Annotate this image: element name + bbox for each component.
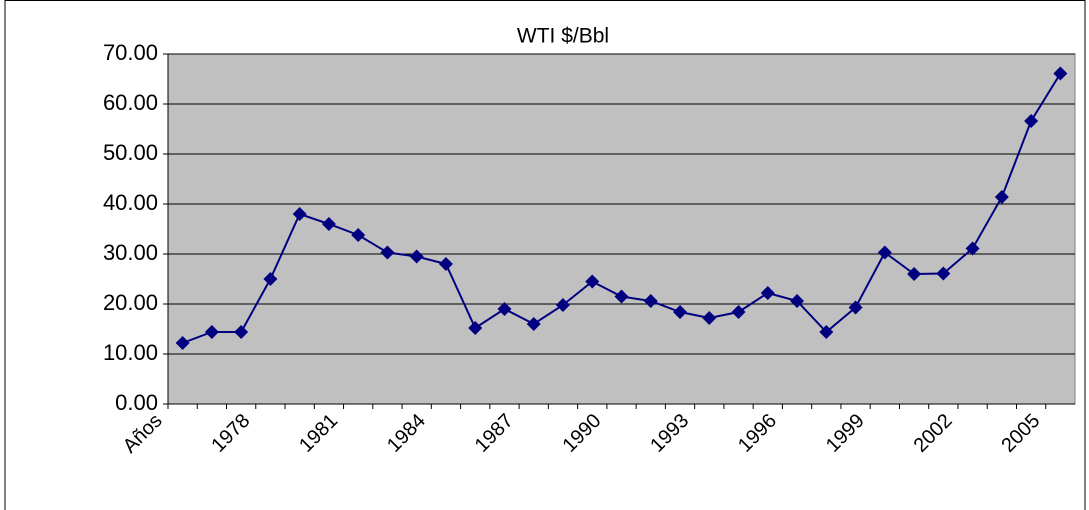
data-point bbox=[351, 228, 366, 242]
data-point bbox=[819, 325, 834, 339]
y-tick-label: 70.00 bbox=[103, 40, 158, 65]
y-tick-label: 40.00 bbox=[103, 190, 158, 215]
data-point bbox=[1024, 114, 1039, 128]
data-point bbox=[409, 249, 424, 264]
data-point bbox=[497, 302, 512, 316]
data-point bbox=[994, 190, 1009, 204]
y-tick-label: 50.00 bbox=[103, 140, 158, 165]
data-point bbox=[702, 311, 717, 325]
data-point bbox=[965, 241, 980, 256]
data-point bbox=[234, 325, 249, 339]
data-point bbox=[614, 289, 629, 304]
data-point bbox=[760, 286, 775, 300]
data-point bbox=[380, 245, 395, 260]
y-tick-label: 20.00 bbox=[103, 290, 158, 315]
plot-area bbox=[167, 53, 1076, 405]
data-point bbox=[321, 217, 336, 231]
data-point bbox=[848, 300, 863, 315]
data-point bbox=[907, 267, 922, 281]
data-point bbox=[292, 207, 307, 221]
data-point bbox=[936, 266, 951, 281]
data-point bbox=[877, 245, 892, 260]
data-point bbox=[526, 317, 541, 331]
data-point bbox=[555, 298, 570, 312]
data-point bbox=[731, 305, 746, 319]
data-point bbox=[175, 336, 190, 350]
data-point bbox=[790, 294, 805, 308]
data-point bbox=[263, 272, 278, 286]
data-point bbox=[643, 294, 658, 308]
data-point bbox=[673, 305, 688, 319]
chart-title: WTI $/Bbl bbox=[517, 25, 609, 48]
data-point bbox=[204, 325, 219, 339]
data-point bbox=[468, 321, 483, 335]
y-tick-label: 10.00 bbox=[103, 340, 158, 365]
y-tick-label: 60.00 bbox=[103, 90, 158, 115]
y-tick-label: 30.00 bbox=[103, 240, 158, 265]
y-tick-label: 0.00 bbox=[115, 390, 158, 415]
data-point bbox=[438, 257, 453, 271]
data-point bbox=[1053, 66, 1068, 81]
data-point bbox=[585, 274, 600, 289]
